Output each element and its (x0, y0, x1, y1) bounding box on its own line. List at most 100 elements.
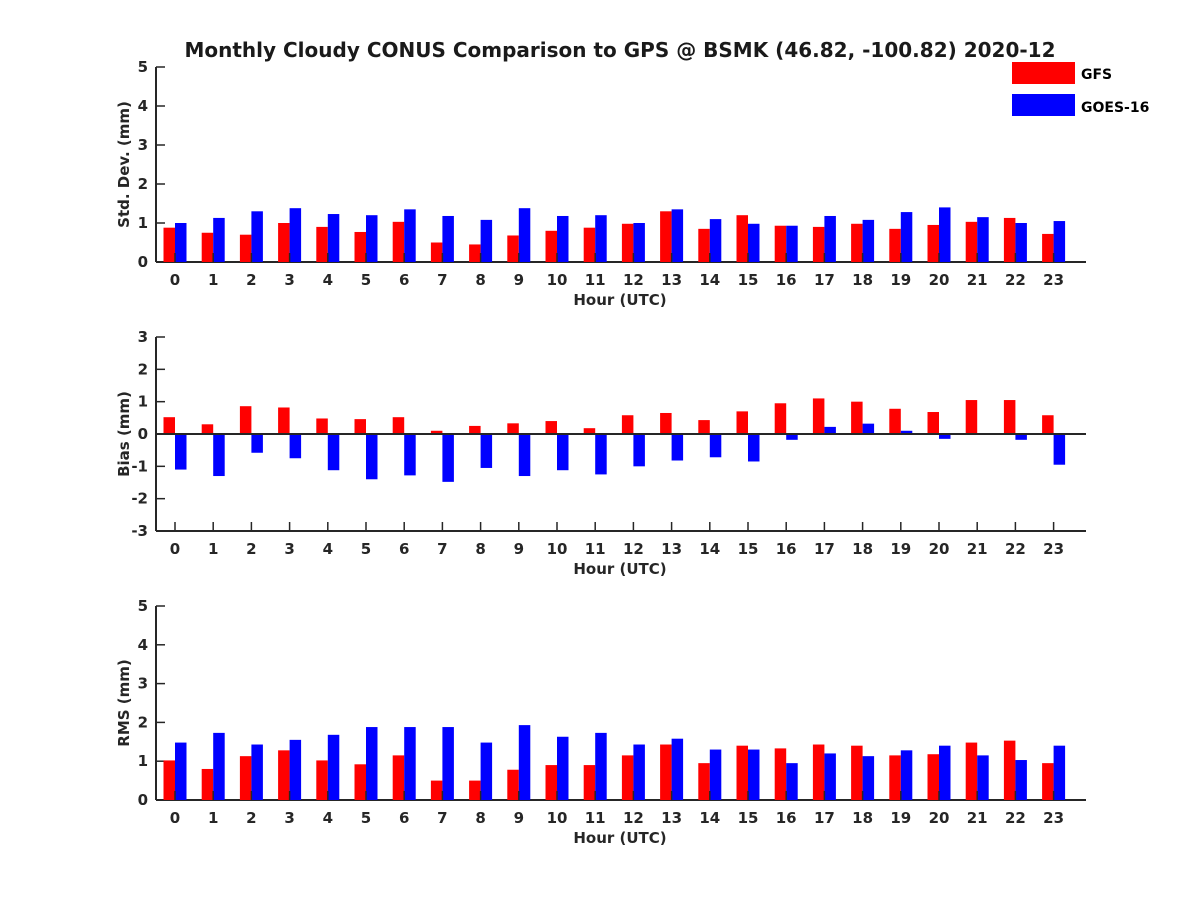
x-tick-label-rms: 21 (967, 809, 988, 827)
bar-rms-goes16-1 (213, 732, 225, 800)
bar-bias-goes16-2 (251, 434, 263, 453)
bar-rms-gfs-3 (278, 750, 290, 800)
bar-rms-goes16-16 (786, 763, 798, 800)
y-tick-label-rms: 4 (138, 636, 148, 654)
bar-rms-gfs-18 (851, 745, 863, 800)
bar-rms-gfs-23 (1042, 763, 1054, 800)
bar-bias-goes16-3 (289, 434, 302, 459)
bar-std-dev-goes16-10 (557, 215, 569, 262)
bar-std-dev-goes16-23 (1053, 221, 1066, 262)
legend: GFS GOES-16 (1012, 62, 1149, 116)
bar-rms-goes16-19 (900, 750, 913, 800)
x-tick-label-rms: 11 (585, 809, 606, 827)
x-tick-label-bias: 11 (585, 540, 606, 558)
bar-bias-gfs-20 (927, 412, 939, 434)
bar-bias-gfs-2 (239, 406, 252, 434)
bar-rms-goes16-7 (442, 727, 454, 800)
bar-rms-gfs-6 (392, 755, 405, 800)
bar-bias-goes16-7 (442, 434, 454, 482)
x-tick-label-rms: 16 (776, 809, 797, 827)
bar-bias-gfs-1 (201, 424, 214, 434)
bar-rms-gfs-16 (774, 748, 787, 800)
bar-bias-gfs-21 (965, 400, 978, 434)
bar-bias-gfs-13 (660, 412, 672, 434)
bar-rms-goes16-18 (862, 756, 875, 800)
bar-std-dev-goes16-17 (824, 215, 836, 262)
bar-rms-goes16-12 (633, 744, 645, 800)
bar-std-dev-gfs-23 (1042, 233, 1054, 262)
bar-rms-gfs-14 (698, 763, 710, 800)
bar-std-dev-gfs-20 (927, 224, 939, 262)
x-tick-label-std-dev: 12 (623, 271, 644, 289)
legend-swatch-goes16 (1012, 94, 1075, 116)
bar-std-dev-gfs-2 (239, 234, 252, 262)
bar-rms-goes16-5 (366, 727, 378, 800)
bar-rms-gfs-1 (201, 768, 214, 800)
y-tick-label-rms: 0 (138, 791, 148, 809)
y-tick-label-rms: 3 (138, 675, 148, 693)
bar-bias-goes16-8 (480, 434, 493, 468)
bar-std-dev-gfs-9 (507, 235, 519, 262)
y-tick-label-rms: 2 (138, 713, 148, 731)
bar-std-dev-gfs-16 (774, 225, 787, 262)
bar-rms-gfs-20 (927, 754, 939, 800)
x-tick-label-bias: 8 (475, 540, 485, 558)
bar-bias-goes16-23 (1053, 434, 1066, 465)
x-tick-label-std-dev: 15 (738, 271, 759, 289)
x-tick-label-bias: 19 (890, 540, 911, 558)
bar-std-dev-gfs-6 (392, 221, 405, 262)
bar-bias-goes16-13 (671, 434, 684, 461)
bar-bias-gfs-5 (354, 419, 366, 434)
x-tick-label-rms: 15 (738, 809, 759, 827)
x-tick-label-bias: 21 (967, 540, 988, 558)
bar-bias-gfs-3 (278, 407, 290, 434)
x-tick-label-std-dev: 10 (547, 271, 568, 289)
x-tick-label-rms: 2 (246, 809, 256, 827)
bar-bias-goes16-11 (595, 434, 607, 475)
x-tick-label-rms: 10 (547, 809, 568, 827)
x-tick-label-bias: 5 (361, 540, 371, 558)
y-tick-label-rms: 5 (138, 597, 148, 615)
bar-rms-goes16-3 (289, 739, 302, 800)
bar-bias-goes16-15 (748, 434, 760, 462)
x-tick-label-std-dev: 7 (437, 271, 447, 289)
bar-rms-gfs-15 (736, 745, 748, 800)
ylabel-std-dev: Std. Dev. (mm) (115, 101, 133, 228)
y-tick-label-bias: 0 (138, 425, 148, 443)
xlabel-rms: Hour (UTC) (573, 829, 666, 847)
bar-std-dev-gfs-4 (316, 226, 328, 262)
bar-std-dev-gfs-15 (736, 215, 748, 262)
bar-bias-goes16-22 (1015, 434, 1027, 440)
x-tick-label-rms: 4 (323, 809, 333, 827)
bar-rms-goes16-2 (251, 744, 263, 800)
x-tick-label-bias: 17 (814, 540, 835, 558)
bar-rms-goes16-8 (480, 742, 493, 800)
bar-std-dev-gfs-12 (621, 223, 634, 262)
bar-std-dev-gfs-7 (430, 242, 443, 262)
y-tick-label-std-dev: 4 (138, 97, 148, 115)
x-tick-label-bias: 18 (852, 540, 873, 558)
x-tick-label-rms: 6 (399, 809, 409, 827)
x-tick-label-std-dev: 5 (361, 271, 371, 289)
bar-bias-gfs-10 (545, 421, 557, 434)
bar-bias-gfs-18 (851, 401, 863, 434)
x-tick-label-bias: 2 (246, 540, 256, 558)
x-tick-label-bias: 23 (1043, 540, 1064, 558)
bar-std-dev-goes16-6 (404, 209, 416, 262)
x-tick-label-bias: 7 (437, 540, 447, 558)
x-tick-label-std-dev: 19 (890, 271, 911, 289)
y-tick-label-bias: 3 (138, 328, 148, 346)
bar-std-dev-gfs-3 (278, 223, 290, 262)
bar-std-dev-goes16-5 (366, 215, 378, 262)
bar-std-dev-gfs-17 (812, 226, 825, 262)
bar-std-dev-goes16-1 (213, 217, 225, 262)
bar-bias-goes16-16 (786, 434, 798, 440)
bar-std-dev-gfs-0 (163, 227, 175, 262)
bar-std-dev-goes16-16 (786, 225, 798, 262)
x-tick-label-bias: 16 (776, 540, 797, 558)
bar-bias-gfs-23 (1042, 415, 1054, 434)
bar-std-dev-goes16-4 (327, 214, 340, 262)
bar-rms-goes16-4 (327, 734, 340, 800)
bar-std-dev-goes16-21 (977, 217, 989, 262)
